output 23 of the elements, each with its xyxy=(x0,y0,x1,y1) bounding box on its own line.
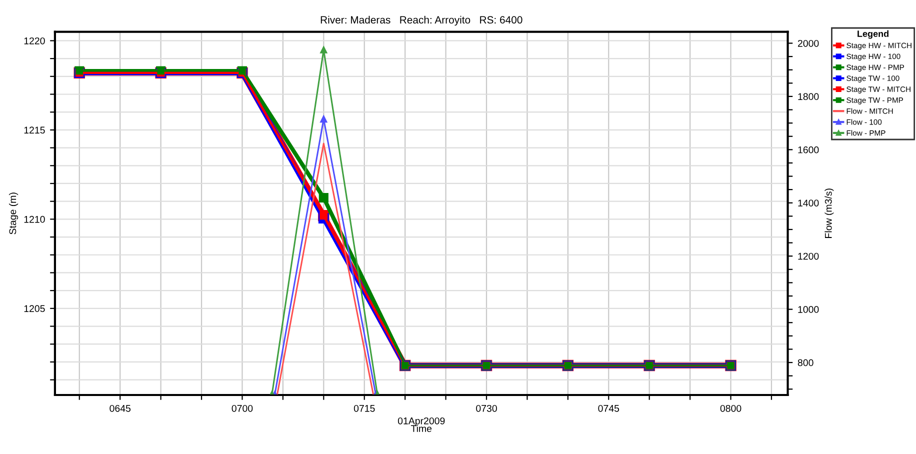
x-tick-label: 0800 xyxy=(720,404,742,412)
y-axis-title: Stage (m) xyxy=(8,192,18,234)
y2-tick-label: 1000 xyxy=(798,306,819,313)
y2-tick-label: 1400 xyxy=(798,200,819,206)
y-tick-label: 1210 xyxy=(24,216,45,223)
y-tick-label: 1205 xyxy=(24,305,45,312)
legend-title: Legend xyxy=(858,30,888,39)
y-tick-label: 1215 xyxy=(24,126,45,134)
x-tick-label: 0645 xyxy=(110,404,131,412)
x-axis-title: Time xyxy=(410,424,432,432)
y2-tick-label: 2000 xyxy=(798,40,819,47)
y2-tick-label: 1600 xyxy=(798,146,819,154)
x-tick-label: 0730 xyxy=(476,404,497,412)
y2-tick-label: 1200 xyxy=(798,252,819,260)
y2-tick-label: 1800 xyxy=(798,93,819,100)
chart-title: River: Maderas Reach: Arroyito RS: 6400 xyxy=(320,16,522,26)
x-tick-label: 0715 xyxy=(354,404,375,412)
text: 01Apr2009 xyxy=(398,417,445,426)
x-tick-label: 0700 xyxy=(232,404,253,412)
y2-axis-title: Flow (m3/s) xyxy=(824,188,834,238)
y2-tick-label: 800 xyxy=(798,359,814,366)
y-tick-label: 1220 xyxy=(24,37,45,44)
x-tick-label: 0745 xyxy=(598,404,620,412)
